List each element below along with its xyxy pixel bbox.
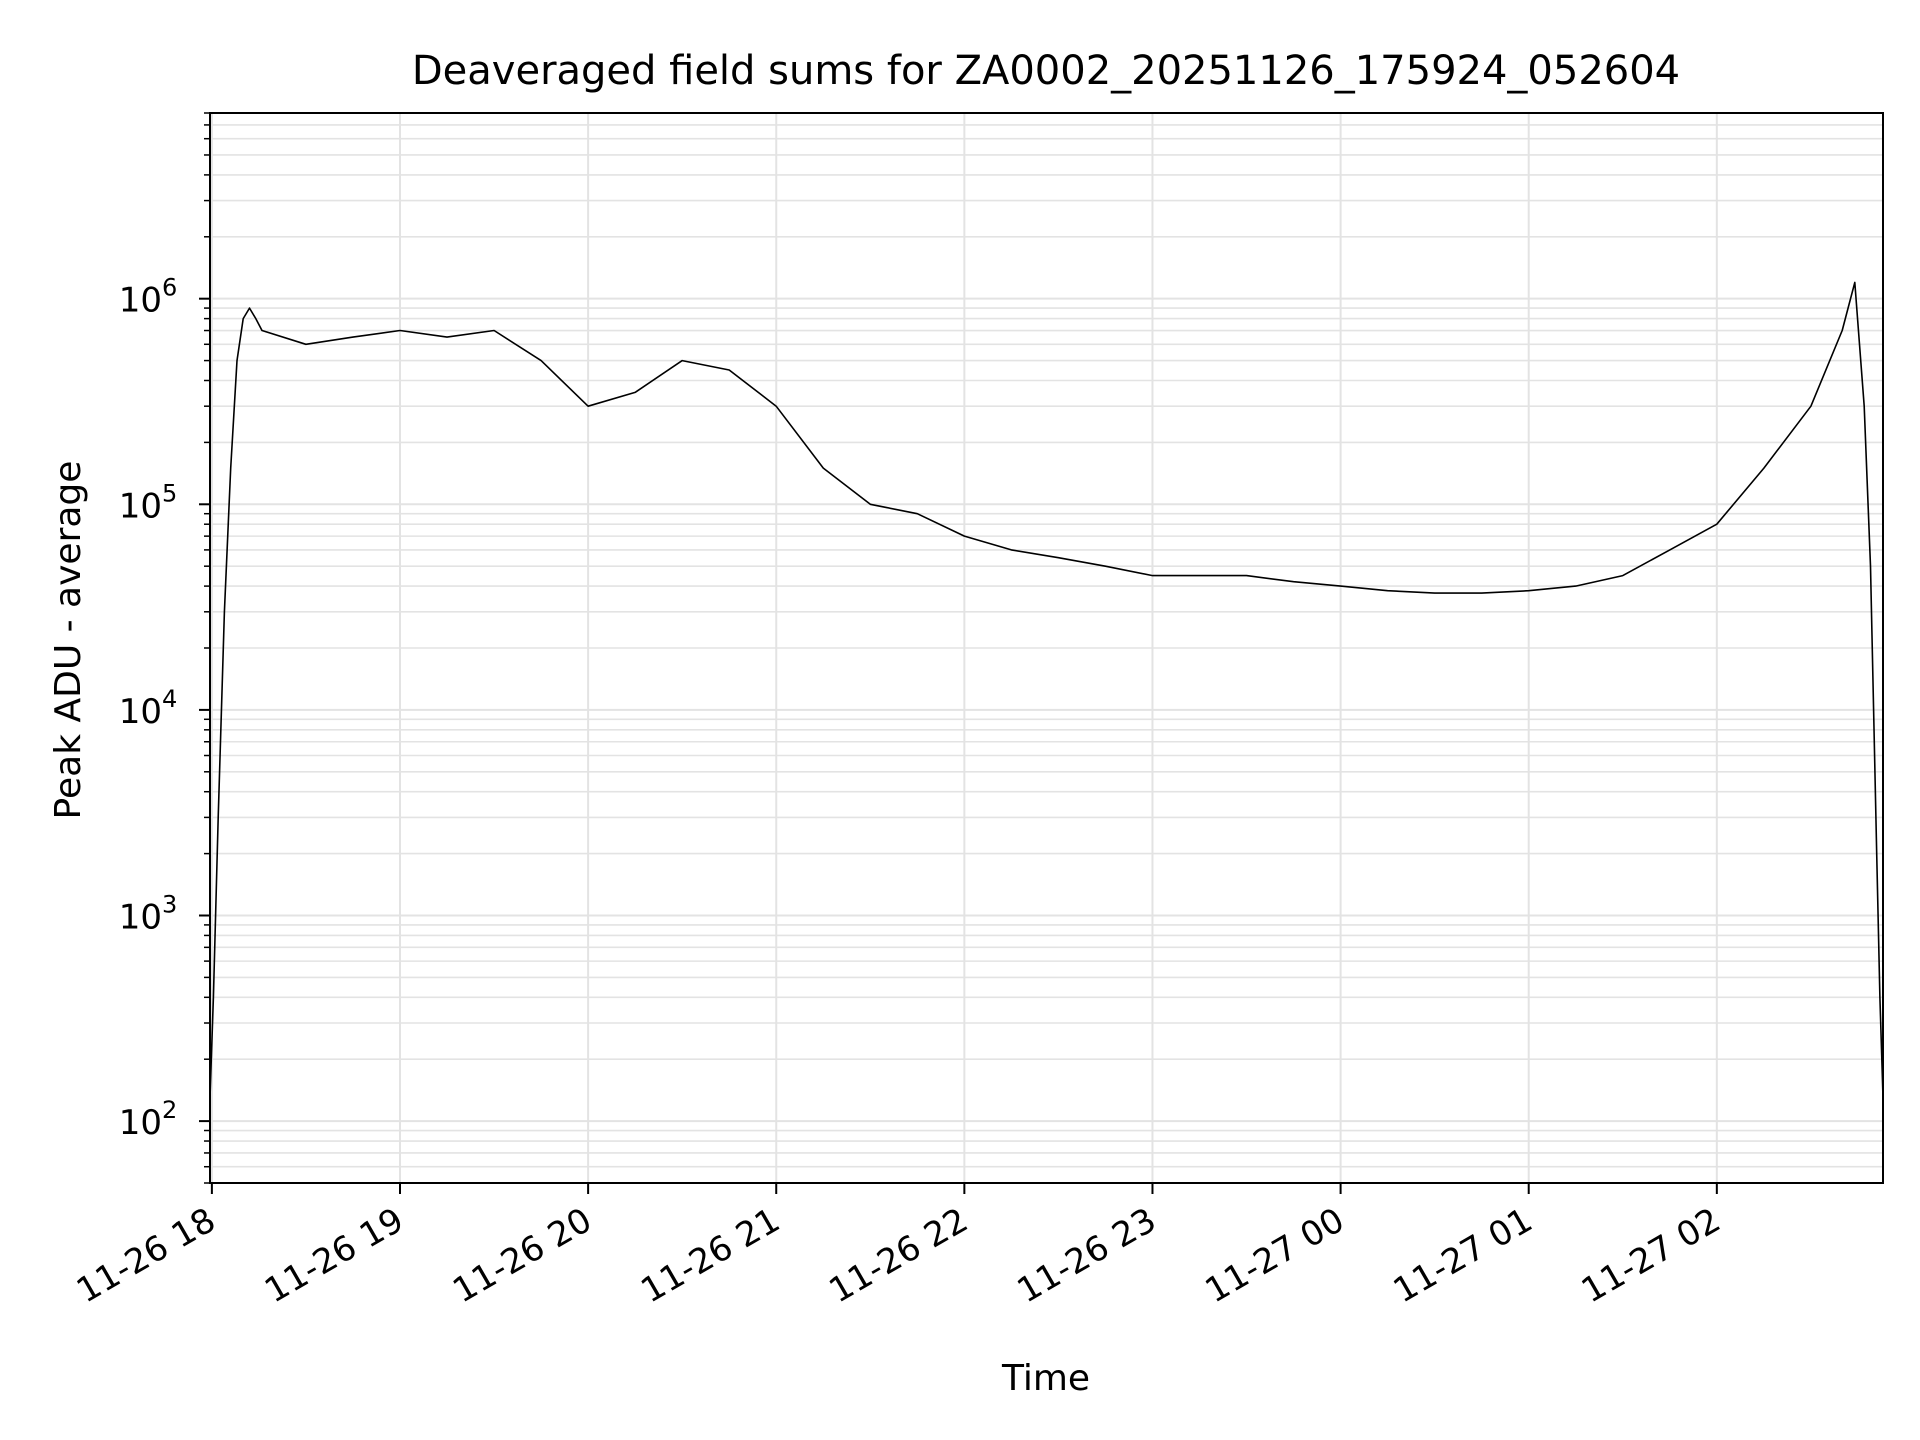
y-tick-label: 104 (119, 685, 178, 732)
y-tick-label: 103 (119, 891, 178, 938)
x-axis-label: Time (1001, 1358, 1090, 1399)
y-tick-label: 106 (119, 274, 178, 321)
chart-title: Deaveraged field sums for ZA0002_2025112… (412, 48, 1680, 94)
y-axis-label: Peak ADU - average (48, 461, 89, 820)
series-layer (209, 281, 1884, 1098)
y-tick-label: 105 (119, 479, 178, 526)
grid (210, 112, 1883, 1184)
series-line (209, 281, 1884, 1098)
y-tick-label: 102 (119, 1096, 178, 1143)
